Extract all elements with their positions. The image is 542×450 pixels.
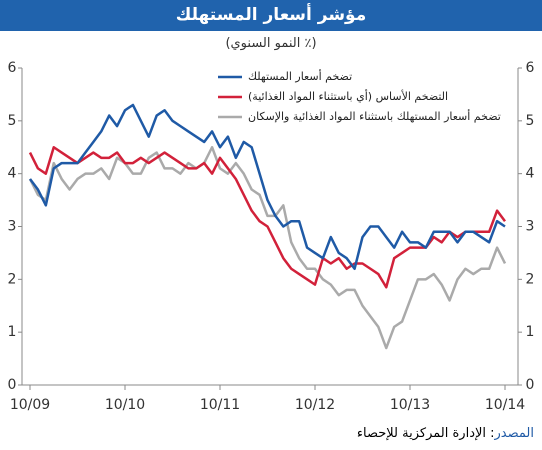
y2-tick-label: 5 — [526, 113, 535, 129]
x-tick-label: 10/14 — [485, 397, 525, 413]
legend-label: التضخم الأساس (أي باستثناء المواد الغذائ… — [248, 89, 448, 103]
source: المصدر: الإدارة المركزية للإحصاء — [357, 426, 534, 441]
source-label: المصدر — [494, 426, 534, 441]
y-tick-label: 3 — [8, 219, 17, 235]
y-tick-label: 1 — [8, 324, 17, 340]
x-tick-label: 10/11 — [200, 397, 240, 413]
series-line — [28, 103, 506, 271]
y-tick-label: 2 — [8, 271, 17, 287]
y-tick-label: 6 — [8, 60, 17, 76]
chart-subtitle: (٪ النمو السنوي) — [225, 36, 317, 51]
source-text: : الإدارة المركزية للإحصاء — [356, 426, 495, 441]
y-tick-label: 0 — [8, 377, 17, 393]
series-line — [28, 146, 507, 350]
legend-label: تضخم أسعار المستهلك باستثناء المواد الغذ… — [248, 109, 501, 123]
legend-label: تضخم أسعار المستهلك — [248, 69, 352, 83]
y2-tick-label: 3 — [526, 219, 535, 235]
x-tick-label: 10/10 — [105, 397, 145, 413]
y2-tick-label: 1 — [526, 324, 535, 340]
y-tick-label: 4 — [8, 166, 17, 182]
chart-title: مؤشر أسعار المستهلك — [0, 0, 542, 31]
chart: 0 0 1 1 2 2 3 3 4 4 5 5 6 6 10/09 10/10 10/11 10/12 10/13 1… — [8, 60, 535, 413]
y2-tick-label: 0 — [526, 377, 535, 393]
x-tick-label: 10/12 — [295, 397, 335, 413]
y2-tick-label: 6 — [526, 60, 535, 76]
x-tick-label: 10/13 — [390, 397, 430, 413]
y-tick-label: 5 — [8, 113, 17, 129]
x-tick-label: 10/09 — [10, 397, 50, 413]
y2-tick-label: 2 — [526, 271, 535, 287]
y2-tick-label: 4 — [526, 166, 535, 182]
